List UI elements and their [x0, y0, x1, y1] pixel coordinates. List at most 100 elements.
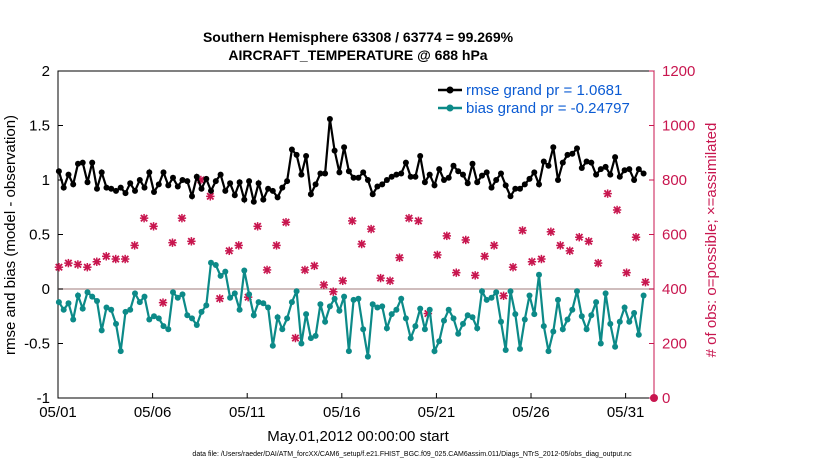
obs-count-point: [404, 213, 414, 223]
bias-point: [460, 320, 466, 327]
chart-title-line1: Southern Hemisphere 63308 / 63774 = 99.2…: [203, 29, 514, 45]
y-axis-label: rmse and bias (model - observation): [2, 115, 19, 355]
rmse-point: [155, 181, 162, 188]
x-tick-label: 05/21: [418, 404, 456, 421]
bias-point: [146, 316, 153, 323]
bias-point: [127, 306, 134, 313]
rmse-point: [588, 159, 595, 166]
rmse-point: [141, 184, 148, 191]
rmse-point: [412, 173, 419, 180]
bias-point: [374, 304, 381, 311]
obs-count-point: [366, 224, 376, 234]
obs-count-point: [433, 250, 442, 260]
rmse-point: [274, 194, 281, 201]
bias-point: [151, 313, 157, 320]
obs-count-point: [158, 298, 168, 307]
rmse-point: [122, 190, 129, 197]
rmse-point: [531, 169, 538, 176]
obs-count-point: [120, 254, 130, 264]
bias-point: [279, 326, 286, 333]
obs-count-point: [603, 189, 612, 198]
bias-point: [402, 315, 409, 322]
rmse-point: [60, 184, 67, 191]
obs-count-point: [225, 246, 234, 256]
obs-count-point: [338, 276, 347, 286]
bias-point: [184, 312, 191, 319]
bias-point: [436, 338, 443, 345]
rmse-point: [474, 179, 481, 186]
bias-point: [94, 298, 100, 304]
rmse-point: [464, 180, 471, 187]
obs-count-point: [291, 333, 300, 343]
rmse-point: [79, 159, 86, 166]
bias-point: [284, 315, 291, 322]
legend-entry-rmse: rmse grand pr = 1.0681: [438, 82, 622, 99]
bias-point: [607, 320, 614, 327]
obs-count-point: [622, 268, 631, 277]
obs-count-point: [499, 291, 508, 301]
rmse-point: [127, 180, 134, 187]
y-tick-label: 0: [42, 281, 50, 298]
rmse-point: [555, 177, 561, 183]
y-tick-label: 0.5: [29, 227, 50, 244]
bias-point: [640, 292, 647, 299]
bias-point: [526, 292, 533, 299]
rmse-point: [364, 177, 371, 183]
rmse-point: [217, 171, 224, 178]
obs-count-point: [641, 277, 650, 287]
obs-count-point: [593, 258, 603, 268]
bias-point: [507, 288, 514, 295]
x-axis-label: May.01,2012 00:00:00 start: [267, 428, 449, 445]
bias-point: [383, 325, 390, 332]
obs-count-point: [168, 238, 177, 247]
rmse-point: [179, 177, 186, 183]
rmse-point: [398, 170, 405, 177]
rmse-point: [265, 185, 272, 192]
rmse-point: [550, 144, 557, 151]
rmse-point: [574, 145, 580, 152]
bias-point: [250, 312, 257, 319]
bias-point: [464, 312, 471, 319]
bias-point: [236, 306, 243, 313]
bias-point: [559, 326, 566, 333]
rmse-point: [260, 196, 267, 203]
rmse-point: [212, 178, 219, 185]
rmse-point: [293, 151, 300, 158]
rmse-point: [312, 181, 319, 188]
obs-count-point: [537, 254, 546, 264]
rmse-point: [250, 198, 257, 205]
bias-point: [455, 330, 462, 337]
bias-point: [564, 316, 571, 323]
bias-point: [155, 315, 162, 322]
x-tick-label: 05/26: [512, 404, 550, 421]
obs-count-point: [461, 235, 470, 245]
obs-count-point: [348, 216, 357, 226]
rmse-point: [512, 185, 519, 192]
rmse-point: [303, 153, 310, 159]
footnote: data file: /Users/raeder/DAI/ATM_forcXX/…: [192, 451, 632, 458]
bias-point: [631, 310, 638, 316]
rmse-point: [331, 147, 338, 154]
rmse-point: [507, 193, 514, 200]
obs-count-point: [546, 227, 556, 236]
x-tick-label: 05/11: [229, 404, 265, 421]
bias-point: [421, 326, 428, 333]
rmse-point: [89, 159, 96, 166]
rmse-point: [402, 159, 409, 166]
obs-count-point: [471, 271, 480, 280]
bias-point: [588, 312, 595, 319]
obs-count-point: [215, 294, 224, 303]
bias-point: [122, 308, 129, 315]
rmse-point: [540, 158, 547, 165]
y-right-tick-label: 1200: [662, 63, 695, 80]
plot-frame: [57, 70, 655, 399]
bias-point: [602, 290, 609, 297]
bias-point: [322, 318, 329, 325]
x-tick-label: 05/06: [134, 404, 172, 421]
rmse-series-line: [57, 118, 645, 204]
bias-point: [336, 307, 343, 314]
bias-point: [483, 296, 490, 303]
rmse-point: [184, 178, 191, 185]
bias-point: [103, 304, 110, 311]
